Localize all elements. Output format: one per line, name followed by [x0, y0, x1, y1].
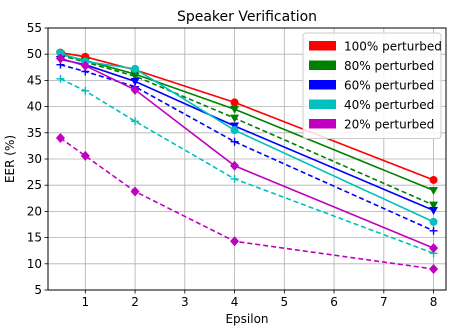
data-point [429, 206, 439, 215]
x-tick-label: 4 [231, 295, 239, 309]
series [55, 53, 439, 254]
y-tick-label: 50 [27, 47, 42, 61]
series-group [55, 48, 439, 275]
legend-label: 20% perturbed [344, 118, 434, 132]
legend-swatch [309, 80, 336, 90]
data-point [81, 86, 90, 95]
y-tick-label: 10 [27, 257, 42, 271]
legend-label: 100% perturbed [344, 40, 442, 54]
y-tick-label: 5 [34, 283, 42, 297]
y-axis-label: EER (%) [3, 135, 17, 183]
legend: 100% perturbed 80% perturbed 60% perturbed… [302, 32, 442, 139]
y-tick-label: 35 [27, 126, 42, 140]
data-point [230, 137, 239, 146]
series [55, 133, 439, 275]
data-point [429, 186, 439, 195]
data-point [429, 217, 438, 226]
x-tick-label: 1 [81, 295, 89, 309]
data-point [131, 117, 140, 126]
data-point [130, 72, 140, 81]
y-tick-label: 30 [27, 152, 42, 166]
data-point [230, 114, 240, 123]
y-tick-label: 20 [27, 204, 42, 218]
y-tick-label: 15 [27, 231, 42, 245]
legend-label: 80% perturbed [344, 59, 434, 73]
y-tick-label: 40 [27, 100, 42, 114]
data-point [56, 49, 65, 58]
data-point [130, 84, 140, 95]
data-point [429, 226, 438, 235]
y-tick-label: 25 [27, 178, 42, 192]
x-tick-label: 2 [131, 295, 139, 309]
data-point [55, 53, 65, 64]
data-point [429, 243, 439, 254]
data-point [230, 126, 239, 135]
legend-box [302, 32, 442, 139]
x-tick-label: 7 [380, 295, 388, 309]
series-line [60, 63, 434, 232]
x-tick-label: 6 [330, 295, 338, 309]
data-point [131, 64, 140, 73]
data-point [429, 264, 439, 275]
data-point [230, 160, 240, 171]
data-point [230, 98, 239, 107]
x-axis-label: Epsilon [225, 312, 268, 326]
x-tick-label: 5 [280, 295, 288, 309]
data-point [230, 174, 239, 183]
data-point [429, 201, 439, 210]
legend-swatch [309, 60, 336, 70]
y-tick-label: 55 [27, 21, 42, 35]
x-tick-label: 3 [181, 295, 189, 309]
x-tick-label: 8 [430, 295, 438, 309]
data-point [56, 74, 65, 83]
series-line [60, 54, 434, 206]
chart-title: Speaker Verification [177, 9, 317, 25]
legend-swatch [309, 41, 336, 51]
data-point [130, 186, 140, 197]
legend-swatch [309, 99, 336, 109]
data-point [55, 133, 65, 144]
y-tick-label: 45 [27, 73, 42, 87]
data-point [80, 60, 90, 71]
data-point [130, 77, 140, 86]
legend-label: 40% perturbed [344, 98, 434, 112]
data-point [230, 105, 240, 114]
legend-swatch [309, 119, 336, 129]
data-point [230, 236, 240, 247]
legend-label: 60% perturbed [344, 79, 434, 93]
data-point [80, 150, 90, 161]
series [56, 74, 438, 258]
series-line [60, 78, 434, 255]
data-point [429, 175, 438, 184]
